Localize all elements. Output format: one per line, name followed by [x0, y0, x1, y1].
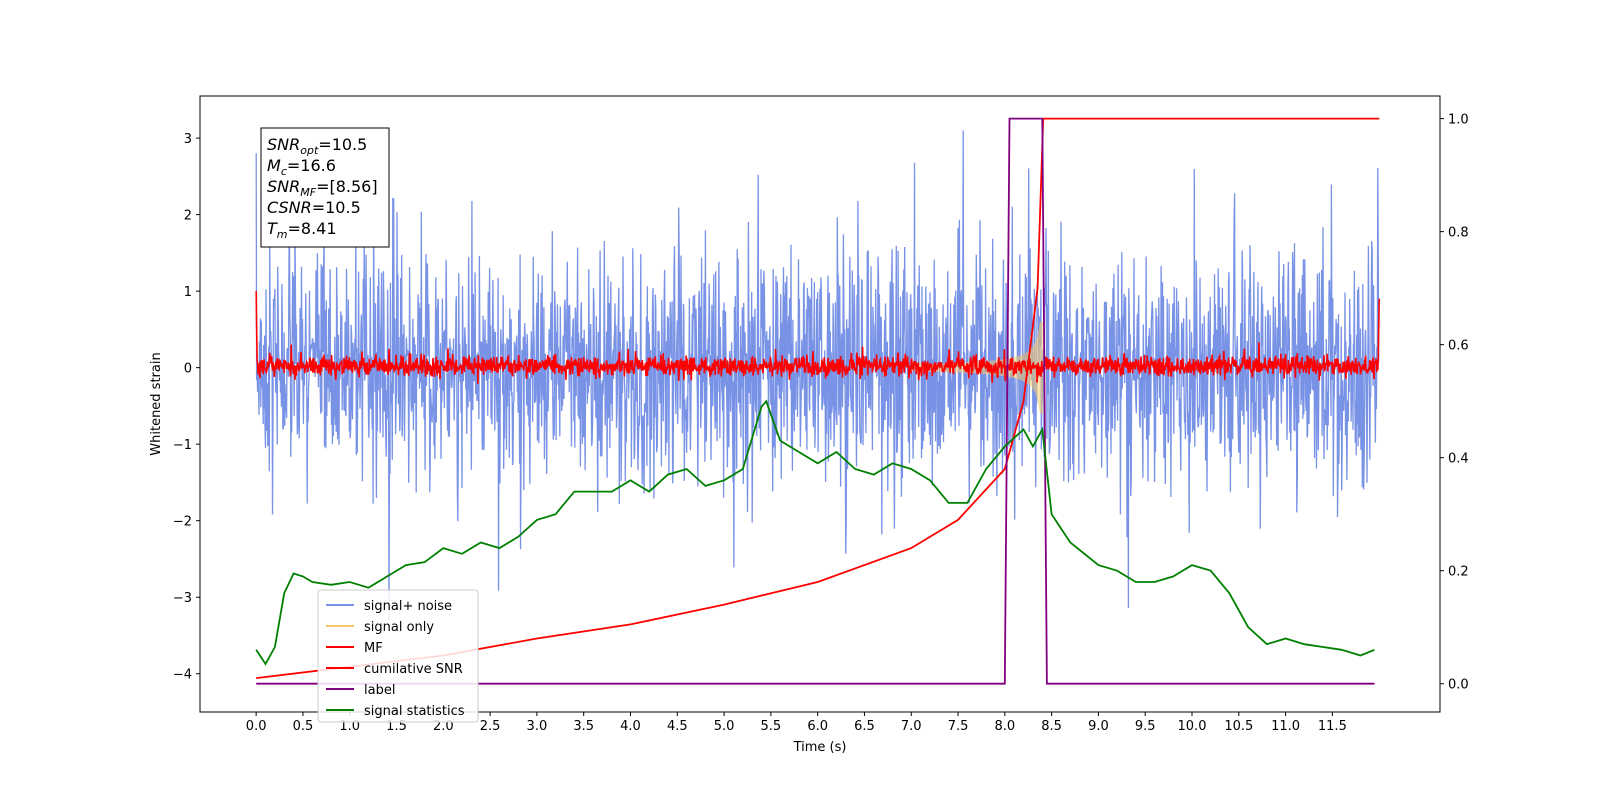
y2-tick-label: 0.0 [1448, 678, 1469, 693]
x-tick-label: 2.5 [480, 719, 501, 734]
y2-tick-label: 0.6 [1448, 339, 1469, 354]
x-tick-label: 6.0 [807, 719, 828, 734]
annotation-symbol: CSNR [267, 198, 312, 217]
legend-label: signal+ noise [364, 599, 452, 614]
y-tick-label: −2 [173, 515, 192, 530]
axes-frame [199, 95, 1441, 713]
annotation-value: =8.41 [288, 219, 337, 238]
series-label-line [256, 117, 1375, 685]
series-mf-line [255, 291, 1380, 384]
y2-tick-label: 0.8 [1448, 226, 1469, 241]
y-axis-label: Whitened strain [149, 352, 164, 455]
annotation-subscript: MF [300, 186, 316, 199]
x-tick-label: 10.0 [1178, 719, 1207, 734]
y2-tick-label: 0.2 [1448, 565, 1469, 580]
x-axis: 0.0 0.5 1.0 1.5 2.0 2.5 3.0 3.5 4.0 4.5 5.0 5.5 6.0 6… [246, 712, 1347, 734]
x-tick-label: 3.0 [527, 719, 548, 734]
x-tick-label: 10.5 [1224, 719, 1253, 734]
annotation-subscript: m [277, 228, 288, 241]
series-signal-noise-line [255, 130, 1380, 621]
annotation-symbol: M [267, 156, 281, 175]
x-tick-label: 7.0 [901, 719, 922, 734]
x-tick-label: 3.5 [573, 719, 594, 734]
legend-label: MF [364, 641, 383, 656]
x-tick-label: 9.0 [1088, 719, 1109, 734]
y-axis-left: 3 2 1 0 −1 −2 −3 −4 [173, 132, 200, 683]
x-tick-label: 4.5 [667, 719, 688, 734]
y-tick-label: −1 [173, 438, 192, 453]
x-tick-label: 11.0 [1271, 719, 1300, 734]
annotation-line: CSNR=10.5 [267, 198, 361, 217]
x-tick-label: 1.5 [386, 719, 407, 734]
annotation-subscript: opt [300, 144, 319, 157]
annotation-frame [260, 127, 390, 248]
legend-frame [317, 589, 479, 723]
y-tick-label: 1 [184, 285, 192, 300]
annotation-value: =[8.56] [316, 177, 378, 196]
series-signal-statistics-line [255, 399, 1375, 666]
annotation-box: SNRopt=10.5Mc=16.6SNRMF=[8.56]CSNR=10.5T… [260, 127, 390, 248]
annotation-value: =16.6 [287, 156, 336, 175]
annotation-value: =10.5 [312, 198, 361, 217]
x-tick-label: 8.5 [1041, 719, 1062, 734]
annotation-line: Mc=16.6 [267, 156, 336, 178]
x-tick-label: 5.5 [761, 719, 782, 734]
series-cumulative-snr-line [256, 117, 1380, 679]
x-tick-label: 2.0 [433, 719, 454, 734]
y-tick-label: −3 [173, 591, 192, 606]
x-tick-label: 1.0 [339, 719, 360, 734]
annotation-line: SNRopt=10.5 [267, 135, 367, 157]
annotation-line: Tm=8.41 [267, 219, 337, 241]
x-tick-label: 9.5 [1135, 719, 1156, 734]
annotation-symbol: SNR [267, 135, 300, 154]
plot-area [255, 117, 1380, 685]
x-tick-label: 0.0 [246, 719, 267, 734]
annotation-subscript: c [281, 165, 287, 178]
y-tick-label: 2 [184, 209, 192, 224]
annotation-line: SNRMF=[8.56] [267, 177, 378, 199]
y2-tick-label: 1.0 [1448, 113, 1469, 128]
y2-tick-label: 0.4 [1448, 452, 1469, 467]
x-axis-label: Time (s) [793, 740, 847, 755]
x-tick-label: 6.5 [854, 719, 875, 734]
x-tick-label: 7.5 [948, 719, 969, 734]
legend-label: cumilative SNR [364, 662, 463, 677]
legend-label: signal statistics [364, 704, 465, 719]
y-tick-label: −4 [173, 668, 192, 683]
x-tick-label: 11.5 [1318, 719, 1347, 734]
annotation-symbol: SNR [267, 177, 300, 196]
y-tick-label: 0 [184, 362, 192, 377]
x-tick-label: 8.0 [994, 719, 1015, 734]
annotation-value: =10.5 [318, 135, 367, 154]
legend: signal+ noise signal only MF cumilative SNR… [317, 589, 479, 723]
legend-label: signal only [364, 620, 434, 635]
y-axis-right: 1.0 0.8 0.6 0.4 0.2 0.0 [1440, 113, 1469, 693]
x-tick-label: 4.0 [620, 719, 641, 734]
x-tick-label: 5.0 [714, 719, 735, 734]
legend-label: label [364, 683, 395, 698]
x-tick-label: 0.5 [293, 719, 314, 734]
annotation-symbol: T [267, 219, 278, 238]
y-tick-label: 3 [184, 132, 192, 147]
